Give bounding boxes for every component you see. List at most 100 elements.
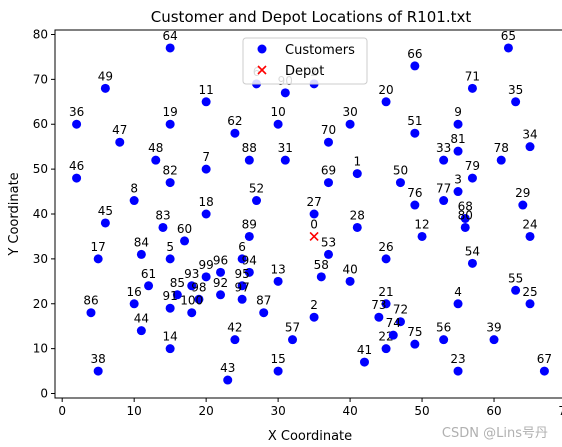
point-label-29: 29 (515, 186, 530, 200)
point-label-47: 47 (112, 123, 127, 137)
y-tick-label: 40 (33, 207, 48, 221)
customer-point-49 (100, 83, 110, 93)
point-label-97: 97 (234, 280, 249, 294)
point-label-8: 8 (130, 182, 138, 196)
customer-point-25 (525, 299, 535, 309)
point-label-33: 33 (436, 141, 451, 155)
customer-point-75 (410, 339, 420, 349)
point-label-48: 48 (148, 141, 163, 155)
customer-point-64 (165, 43, 175, 53)
y-tick-label: 0 (40, 387, 48, 401)
y-tick-label: 80 (33, 27, 48, 41)
customer-point-47 (115, 137, 125, 147)
point-label-46: 46 (69, 159, 84, 173)
x-axis-ticks: 0 10 20 30 40 50 60 70 (58, 398, 562, 418)
point-label-95: 95 (234, 267, 249, 281)
customer-point-92 (216, 290, 226, 300)
point-label-17: 17 (91, 240, 106, 254)
customer-point-38 (93, 366, 103, 376)
point-label-96: 96 (213, 253, 228, 267)
customer-point-21 (381, 299, 391, 309)
customer-point-55 (511, 285, 521, 295)
customer-point-6 (237, 254, 247, 264)
point-label-41: 41 (357, 343, 372, 357)
customer-point-36 (72, 119, 82, 129)
point-label-2: 2 (310, 298, 318, 312)
point-label-60: 60 (177, 222, 192, 236)
point-label-74: 74 (386, 316, 401, 330)
y-tick-label: 50 (33, 162, 48, 176)
point-label-51: 51 (407, 114, 422, 128)
point-label-67: 67 (537, 352, 552, 366)
point-label-89: 89 (242, 217, 257, 231)
customer-point-19 (165, 119, 175, 129)
point-label-39: 39 (486, 321, 501, 335)
point-label-85: 85 (170, 276, 185, 290)
legend-customers-marker (257, 44, 267, 54)
customer-point-58 (316, 272, 326, 282)
point-label-88: 88 (242, 141, 257, 155)
point-label-11: 11 (199, 83, 214, 97)
depot-marker (309, 231, 319, 242)
customer-point-2 (309, 312, 319, 322)
point-label-93: 93 (184, 267, 199, 281)
point-label-18: 18 (199, 195, 214, 209)
point-label-61: 61 (141, 267, 156, 281)
point-label-94: 94 (242, 253, 257, 267)
customer-point-50 (395, 178, 405, 188)
point-label-12: 12 (414, 217, 429, 231)
customer-point-20 (381, 97, 391, 107)
customer-point-42 (230, 335, 240, 345)
y-axis-label: Y Coordinate (7, 172, 22, 256)
point-label-49: 49 (98, 69, 113, 83)
point-label-57: 57 (285, 321, 300, 335)
point-label-28: 28 (350, 208, 365, 222)
point-label-20: 20 (378, 83, 393, 97)
point-label-4: 4 (454, 285, 462, 299)
customer-point-60 (180, 236, 190, 246)
point-label-81: 81 (450, 132, 465, 146)
customer-point-83 (158, 222, 168, 232)
point-label-86: 86 (83, 294, 98, 308)
customer-point-57 (288, 335, 298, 345)
point-label-87: 87 (256, 294, 271, 308)
customer-point-10 (273, 119, 283, 129)
customer-point-85 (172, 290, 182, 300)
customer-point-30 (345, 119, 355, 129)
point-label-38: 38 (91, 352, 106, 366)
point-label-24: 24 (522, 217, 537, 231)
point-label-80: 80 (458, 208, 473, 222)
point-label-44: 44 (134, 312, 149, 326)
chart-title: Customer and Depot Locations of R101.txt (151, 8, 472, 26)
customer-point-39 (489, 335, 499, 345)
customer-point-86 (86, 308, 96, 318)
point-label-64: 64 (163, 29, 178, 43)
customer-point-7 (201, 164, 211, 174)
point-label-69: 69 (321, 164, 336, 178)
point-label-77: 77 (436, 182, 451, 196)
customer-point-82 (165, 178, 175, 188)
customer-point-16 (129, 299, 139, 309)
point-label-98: 98 (191, 280, 206, 294)
point-label-56: 56 (436, 321, 451, 335)
customer-point-94 (244, 267, 254, 277)
point-label-53: 53 (321, 235, 336, 249)
customer-point-24 (525, 231, 535, 241)
customer-point-41 (359, 357, 369, 367)
customer-point-70 (323, 137, 333, 147)
customer-point-5 (165, 254, 175, 264)
point-label-30: 30 (342, 105, 357, 119)
point-label-73: 73 (371, 298, 386, 312)
legend: Customers Depot (242, 37, 368, 85)
point-label-27: 27 (306, 195, 321, 209)
point-label-75: 75 (407, 325, 422, 339)
point-label-6: 6 (238, 240, 246, 254)
customer-point-72 (395, 317, 405, 327)
customer-point-66 (410, 61, 420, 71)
point-label-23: 23 (450, 352, 465, 366)
point-label-50: 50 (393, 164, 408, 178)
customer-point-33 (439, 155, 449, 165)
point-label-100: 100 (180, 294, 203, 308)
customer-point-23 (453, 366, 463, 376)
customer-point-88 (244, 155, 254, 165)
